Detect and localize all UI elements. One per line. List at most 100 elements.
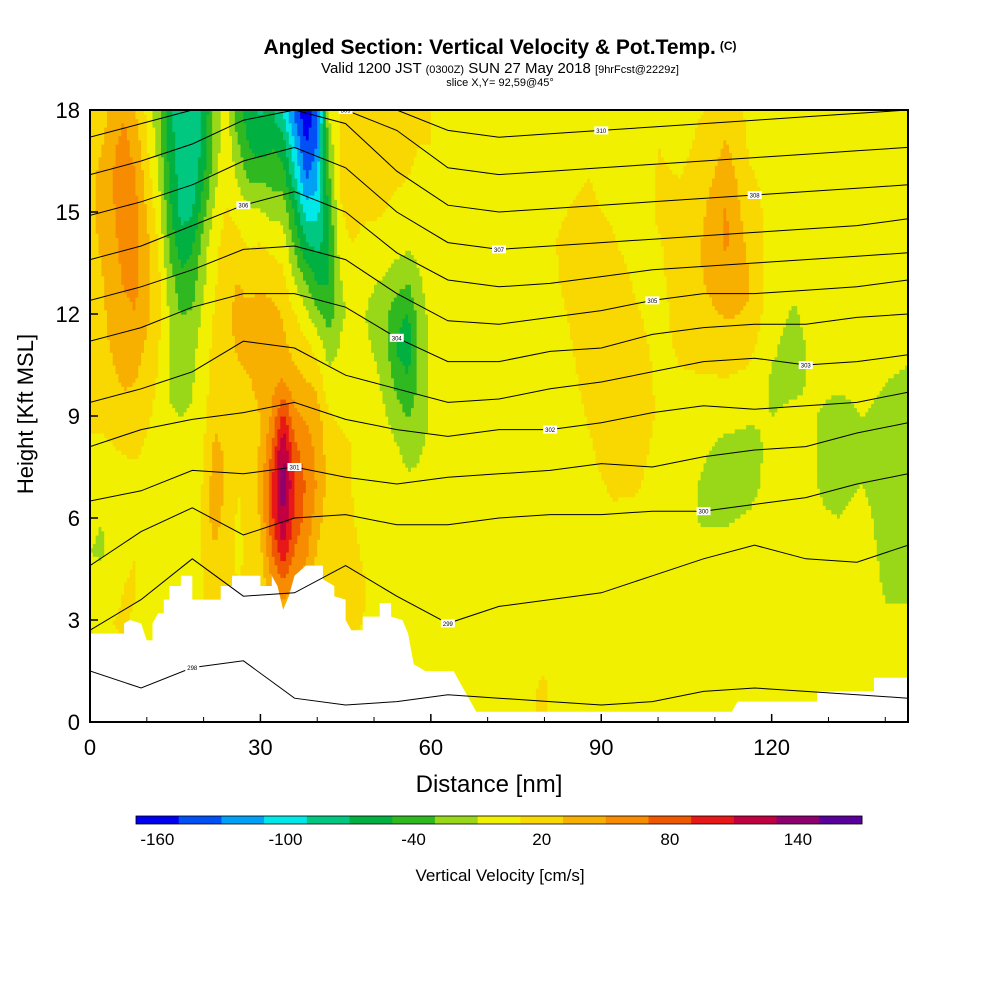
- velocity-cell: [124, 212, 128, 217]
- velocity-cell: [109, 594, 114, 600]
- velocity-cell: [92, 505, 97, 511]
- velocity-cell: [124, 365, 128, 370]
- velocity-cell: [109, 407, 114, 413]
- velocity-cell: [118, 212, 122, 217]
- velocity-cell: [95, 186, 100, 192]
- velocity-cell: [109, 216, 114, 222]
- velocity-cell: [129, 173, 134, 179]
- velocity-cell: [92, 407, 97, 413]
- velocity-cell: [90, 186, 94, 192]
- velocity-cell: [112, 271, 117, 277]
- velocity-cell: [138, 441, 142, 447]
- velocity-cell: [132, 526, 137, 532]
- velocity-cell: [92, 250, 97, 256]
- velocity-cell: [107, 594, 111, 600]
- velocity-cell: [118, 318, 122, 324]
- velocity-cell: [132, 518, 137, 523]
- velocity-cell: [129, 577, 134, 583]
- velocity-cell: [126, 314, 131, 319]
- velocity-cell: [124, 122, 128, 128]
- velocity-cell: [138, 475, 142, 481]
- velocity-cell: [135, 433, 139, 438]
- velocity-cell: [124, 195, 128, 200]
- velocity-cell: [109, 326, 114, 332]
- velocity-cell: [126, 467, 131, 472]
- velocity-cell: [121, 475, 125, 481]
- velocity-cell: [90, 501, 94, 506]
- velocity-cell: [109, 390, 114, 396]
- velocity-cell: [95, 309, 100, 315]
- velocity-cell: [135, 182, 139, 188]
- velocity-cell: [107, 326, 111, 332]
- velocity-cell: [124, 271, 128, 277]
- velocity-cell: [126, 505, 131, 511]
- velocity-cell: [135, 335, 139, 341]
- velocity-cell: [92, 110, 97, 115]
- velocity-cell: [95, 526, 100, 532]
- velocity-cell: [126, 326, 131, 332]
- velocity-cell: [92, 301, 97, 307]
- velocity-cell: [132, 348, 137, 353]
- velocity-cell: [90, 271, 94, 277]
- velocity-cell: [92, 543, 97, 549]
- velocity-cell: [90, 552, 94, 557]
- velocity-cell: [107, 450, 111, 455]
- velocity-cell: [92, 309, 97, 315]
- velocity-cell: [129, 462, 134, 468]
- velocity-cell: [129, 301, 134, 307]
- velocity-cell: [104, 560, 108, 566]
- velocity-cell: [92, 241, 97, 247]
- velocity-cell: [98, 122, 102, 128]
- velocity-cell: [132, 450, 137, 455]
- velocity-cell: [126, 509, 131, 515]
- velocity-cell: [90, 590, 94, 596]
- velocity-cell: [101, 152, 105, 158]
- velocity-cell: [118, 297, 122, 302]
- velocity-cell: [95, 237, 100, 243]
- velocity-cell: [121, 110, 125, 115]
- velocity-cell: [115, 603, 119, 608]
- velocity-cell: [135, 165, 139, 171]
- velocity-cell: [132, 127, 137, 132]
- velocity-cell: [121, 199, 125, 205]
- velocity-cell: [104, 462, 108, 468]
- velocity-cell: [107, 233, 111, 239]
- velocity-cell: [104, 118, 108, 124]
- velocity-cell: [132, 471, 137, 477]
- velocity-cell: [98, 190, 102, 196]
- velocity-cell: [118, 484, 122, 489]
- velocity-cell: [90, 611, 94, 617]
- velocity-cell: [101, 386, 105, 392]
- velocity-cell: [132, 267, 137, 273]
- velocity-cell: [126, 594, 131, 600]
- velocity-cell: [101, 207, 105, 213]
- velocity-cell: [109, 509, 114, 515]
- velocity-cell: [101, 326, 105, 332]
- velocity-cell: [112, 348, 117, 353]
- velocity-cell: [90, 114, 94, 120]
- velocity-cell: [109, 615, 114, 621]
- valid-time-subtitle: Valid 1200 JST (0300Z) SUN 27 May 2018 […: [0, 60, 1000, 77]
- velocity-cell: [101, 348, 105, 353]
- velocity-cell: [115, 365, 119, 370]
- velocity-cell: [121, 246, 125, 251]
- velocity-cell: [138, 603, 142, 608]
- velocity-cell: [90, 258, 94, 264]
- velocity-cell: [109, 229, 114, 234]
- velocity-cell: [92, 216, 97, 222]
- velocity-cell: [118, 433, 122, 438]
- velocity-cell: [95, 173, 100, 179]
- velocity-cell: [101, 577, 105, 583]
- velocity-cell: [104, 135, 108, 141]
- velocity-cell: [109, 173, 114, 179]
- velocity-cell: [132, 165, 137, 171]
- velocity-cell: [98, 552, 102, 557]
- velocity-cell: [107, 173, 111, 179]
- velocity-cell: [95, 301, 100, 307]
- velocity-cell: [135, 377, 139, 383]
- velocity-cell: [104, 339, 108, 345]
- velocity-cell: [138, 178, 142, 183]
- velocity-cell: [126, 569, 131, 574]
- velocity-cell: [98, 437, 102, 443]
- velocity-cell: [90, 241, 94, 247]
